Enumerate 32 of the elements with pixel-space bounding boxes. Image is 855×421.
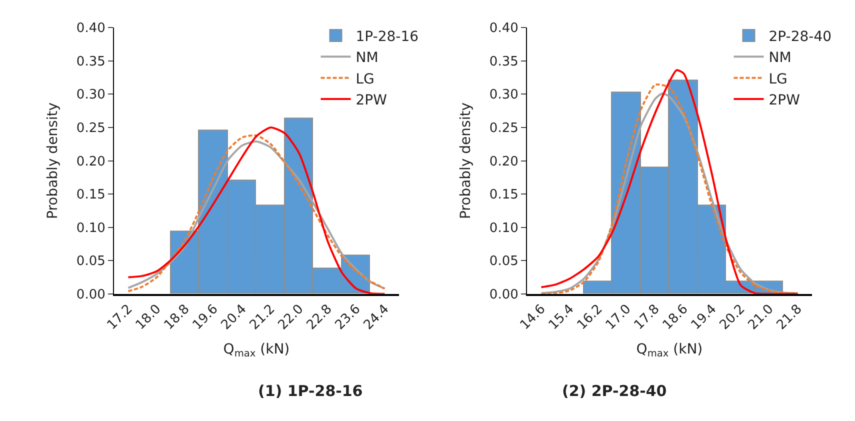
text: (2) 2P-28-40: [562, 382, 667, 400]
y-tick-label: 0.15: [489, 188, 518, 203]
legend-label: LG: [768, 71, 788, 88]
y-tick-label: 0.10: [489, 220, 518, 236]
legend-label: NM: [768, 50, 792, 66]
x-axis-title: Q$_{max}$ (kN): [636, 342, 703, 360]
y-tick-label: 0.25: [76, 121, 106, 136]
y-tick-label: 0.35: [489, 54, 518, 70]
text: (1) 1P-28-16: [258, 382, 363, 400]
legend-label: NM: [356, 50, 378, 66]
legend-label: 2PW: [356, 92, 388, 109]
y-tick-label: 0.20: [489, 154, 518, 170]
legend-label: 2PW: [768, 92, 800, 109]
y-tick-label: 0.05: [489, 254, 518, 270]
y-tick-label: 0.30: [76, 88, 106, 103]
y-tick-label: 0.00: [76, 287, 106, 302]
y-tick-label: 0.00: [489, 287, 518, 302]
y-axis-title: Probably density: [458, 102, 474, 220]
legend-label: LG: [356, 71, 374, 88]
y-tick-label: 0.20: [76, 154, 106, 170]
y-tick-label: 0.30: [489, 88, 518, 103]
y-axis-title: Probably density: [45, 102, 62, 220]
y-tick-label: 0.15: [76, 188, 106, 203]
y-tick-label: 0.10: [76, 220, 106, 236]
y-tick-label: 0.25: [489, 121, 518, 136]
legend-label: 2P-28-40: [768, 28, 832, 45]
y-tick-label: 0.35: [76, 54, 106, 70]
legend-label: 1P-28-16: [356, 28, 419, 45]
y-tick-label: 0.40: [76, 21, 106, 36]
y-tick-label: 0.05: [76, 254, 106, 270]
x-axis-title: Q$_{max}$ (kN): [223, 342, 290, 360]
y-tick-label: 0.40: [489, 21, 518, 36]
